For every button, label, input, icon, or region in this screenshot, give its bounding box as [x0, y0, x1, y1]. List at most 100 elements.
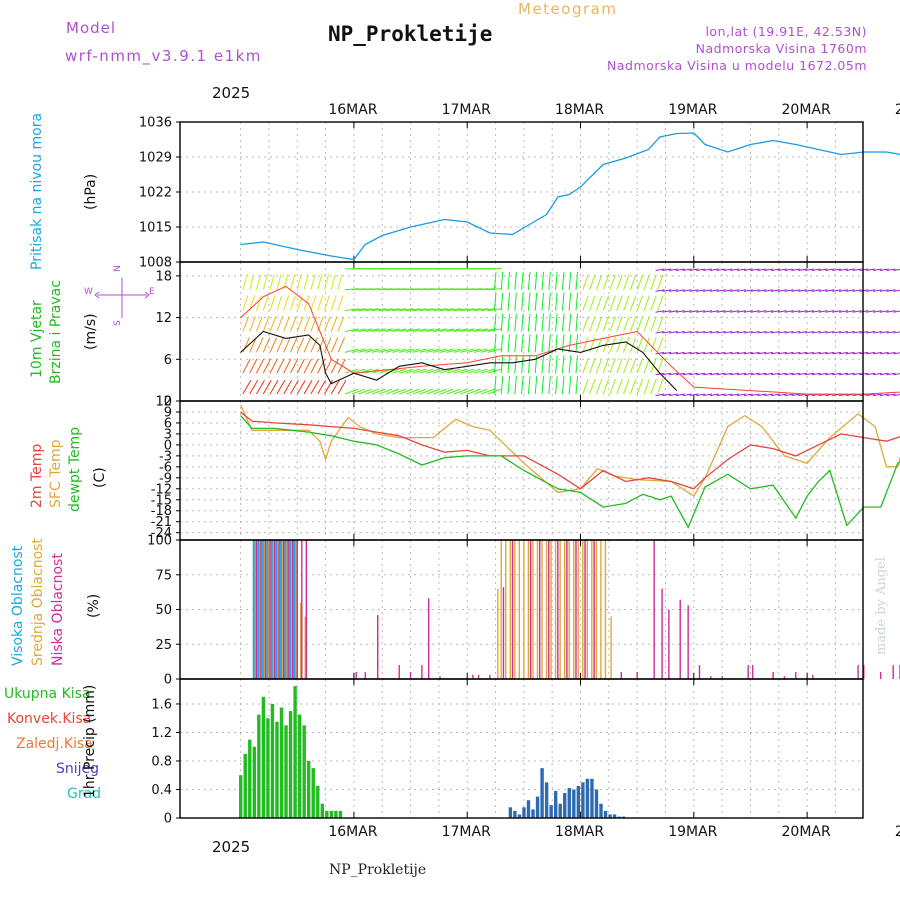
wind-barb — [467, 288, 482, 291]
wind-barb — [242, 358, 251, 374]
wind-barb — [675, 393, 685, 397]
wind-barb — [893, 331, 900, 334]
wind-barb — [582, 357, 589, 374]
precip-bar-snow — [535, 796, 540, 818]
wind-barb — [595, 316, 603, 332]
wind-barb — [893, 352, 900, 355]
wind-barb — [838, 372, 848, 376]
chart-title: NP_Prokletije — [328, 22, 493, 46]
wind-barb — [623, 295, 630, 311]
wind-barb — [886, 393, 896, 397]
wind-barb — [344, 288, 359, 291]
wind-barb — [689, 289, 699, 292]
wind-barb — [838, 289, 848, 292]
wind-barb — [242, 295, 249, 311]
wind-barb — [276, 358, 285, 374]
wind-barb — [791, 310, 801, 313]
wind-barb — [838, 310, 848, 313]
wind-barb — [872, 351, 882, 355]
wind-barb — [777, 393, 787, 397]
wind-ytick-label: 18 — [155, 269, 172, 284]
wind-barb — [378, 348, 393, 353]
wind-barb — [256, 295, 262, 311]
wind-barb — [730, 289, 740, 292]
wind-barb — [804, 268, 815, 272]
wind-barb — [575, 355, 579, 374]
wind-barb — [276, 337, 284, 353]
wind-barb — [623, 274, 630, 290]
precip-bar-snow — [594, 789, 599, 818]
wind-barb — [419, 368, 434, 374]
wind-barb — [378, 388, 393, 395]
wind-barb — [696, 268, 706, 272]
wind-barb — [269, 316, 277, 332]
wind-barb — [317, 379, 327, 395]
wind-barb — [365, 308, 380, 312]
wind-barb — [798, 351, 808, 355]
wind-barb — [575, 313, 579, 332]
wind-barb — [662, 372, 672, 376]
wind-barb — [825, 310, 835, 313]
wind-barb — [757, 289, 767, 292]
wind-barb — [426, 368, 440, 374]
wind-barb — [609, 316, 616, 332]
wind-barb — [460, 288, 475, 291]
wind-barb — [602, 357, 610, 374]
compass-east: E — [149, 287, 155, 297]
wind-barb — [696, 310, 706, 313]
wind-barb — [412, 288, 427, 291]
wind-barb — [675, 268, 685, 272]
wind-barb — [439, 368, 454, 374]
wind-barb — [709, 310, 719, 313]
wind-barb — [365, 388, 379, 395]
wind-barb — [330, 358, 339, 374]
precip-bar-total_precip — [311, 768, 315, 818]
wind-barb — [419, 348, 434, 353]
precip-bar-snow — [563, 793, 567, 818]
wind-barb — [859, 268, 869, 272]
wind-barb — [385, 348, 400, 353]
date-label-bottom: 16MAR — [328, 824, 377, 840]
wind-barb — [682, 351, 692, 355]
wind-barb — [791, 393, 801, 397]
wind-barb — [777, 351, 787, 355]
wind-barb — [655, 268, 665, 272]
wind-barb — [392, 308, 407, 312]
wind-barb — [852, 310, 862, 313]
wind-barb — [609, 274, 616, 290]
precip-bar-snow — [612, 814, 617, 818]
wind-barb — [310, 337, 318, 353]
wind-barb — [866, 393, 876, 397]
wind-barb — [798, 289, 808, 292]
wind-barb — [351, 348, 366, 353]
pressure-ytick-label: 1015 — [139, 221, 172, 236]
wind-barb — [527, 355, 531, 374]
wind-barb — [750, 372, 760, 376]
wind-barb — [675, 310, 685, 313]
wind-barb — [750, 268, 760, 272]
wind-barb — [561, 292, 565, 311]
wind-barb — [866, 351, 876, 355]
temperature-temp2m-line — [240, 411, 900, 490]
wind-barb — [859, 331, 869, 334]
wind-barb — [750, 331, 760, 334]
wind-barb — [296, 358, 305, 374]
wind-barb — [689, 331, 699, 334]
wind-barb — [262, 379, 272, 395]
precip-bar-total_precip — [338, 810, 343, 818]
wind-barb — [866, 372, 876, 376]
wind-barb — [757, 331, 767, 334]
wind-barb — [446, 388, 461, 395]
wind-barb — [473, 308, 488, 312]
wind-barb — [446, 348, 461, 353]
wind-barb — [507, 355, 511, 374]
date-label-bottom: 18MAR — [555, 824, 604, 840]
wind-barb — [541, 313, 545, 332]
wind-barb — [303, 379, 313, 395]
wind-barb — [764, 351, 774, 355]
precipitation-ytick-label: 0.4 — [151, 783, 172, 798]
wind-barb — [337, 316, 345, 332]
wind-barb — [866, 310, 876, 313]
wind-barb — [330, 295, 337, 311]
